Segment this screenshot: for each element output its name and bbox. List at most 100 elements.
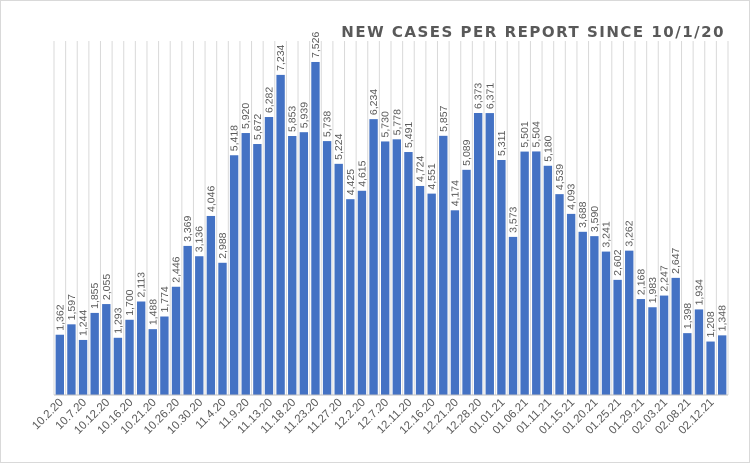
bar	[125, 319, 134, 395]
data-label: 5,089	[461, 139, 473, 165]
bar	[148, 329, 157, 395]
data-label: 5,920	[240, 103, 252, 129]
bar	[55, 334, 64, 395]
bar	[718, 335, 727, 395]
data-label: 5,939	[298, 102, 310, 128]
bar	[90, 312, 99, 395]
bar	[578, 231, 587, 395]
x-tick-layer: 10.2.2010.7.2010.12.2010.16.2010.21.2010…	[30, 397, 716, 437]
data-label: 1,700	[124, 289, 136, 315]
data-label: 6,371	[484, 83, 496, 109]
bar	[102, 304, 111, 395]
bar	[136, 301, 146, 395]
data-label: 6,373	[473, 83, 485, 109]
data-label: 5,857	[438, 105, 450, 131]
grid-layer	[53, 41, 729, 395]
data-label: 7,526	[310, 32, 322, 58]
bar	[253, 144, 262, 395]
data-label: 4,425	[345, 169, 357, 195]
bar	[694, 309, 704, 395]
data-label: 1,244	[78, 310, 90, 336]
data-label: 2,988	[217, 232, 229, 258]
bar	[648, 307, 657, 395]
data-label: 2,055	[101, 274, 113, 300]
bar	[706, 341, 715, 395]
data-label: 1,934	[693, 279, 705, 305]
bar	[671, 277, 680, 395]
data-label: 3,590	[589, 206, 601, 232]
bar	[450, 210, 460, 395]
data-label: 4,174	[449, 180, 461, 206]
data-label: 1,208	[705, 311, 717, 337]
bar	[67, 324, 76, 395]
bar	[462, 169, 471, 395]
data-label: 5,180	[542, 135, 554, 161]
bar	[392, 139, 401, 395]
data-label: 4,093	[566, 183, 578, 209]
data-label: 6,234	[368, 89, 380, 115]
data-label: 1,488	[147, 299, 159, 325]
bar	[229, 155, 239, 395]
data-label: 6,282	[263, 87, 275, 113]
bar	[520, 151, 529, 395]
data-label: 2,647	[670, 247, 682, 273]
data-label: 5,672	[252, 114, 264, 140]
data-label: 1,597	[66, 294, 78, 320]
bar	[369, 119, 378, 395]
bar	[264, 117, 274, 396]
data-label: 5,311	[496, 130, 508, 156]
data-label: 5,418	[229, 125, 241, 151]
bar	[683, 333, 692, 395]
bar	[566, 213, 576, 395]
bar	[625, 250, 634, 395]
bar	[334, 163, 343, 395]
data-label: 5,504	[531, 121, 543, 147]
bar	[497, 159, 506, 395]
bar	[183, 245, 192, 395]
data-label: 4,539	[554, 164, 566, 190]
data-label: 2,113	[136, 272, 148, 298]
data-label: 3,688	[577, 201, 589, 227]
data-label: 7,234	[275, 44, 287, 70]
data-label: 1,774	[159, 286, 171, 312]
data-label: 1,362	[54, 304, 66, 330]
data-label: 5,778	[391, 109, 403, 135]
bar	[415, 185, 425, 395]
data-label: 1,983	[647, 277, 659, 303]
data-label: 2,602	[612, 249, 624, 275]
data-label: 3,573	[508, 206, 520, 232]
bar	[508, 236, 518, 395]
bar	[241, 133, 250, 396]
bar	[404, 152, 413, 395]
chart-title: NEW CASES PER REPORT SINCE 10/1/20	[341, 23, 725, 41]
data-label: 1,398	[682, 303, 694, 329]
bar	[473, 112, 483, 395]
bar	[346, 199, 355, 395]
data-label: 1,293	[112, 307, 124, 333]
bar	[613, 279, 622, 395]
bar	[206, 215, 216, 395]
bar	[288, 136, 297, 395]
bar	[439, 135, 448, 395]
bar	[381, 141, 390, 395]
data-label: 2,446	[171, 256, 183, 282]
bar	[195, 256, 204, 395]
bar	[322, 141, 332, 395]
bar	[601, 251, 611, 395]
data-label: 5,491	[403, 122, 415, 148]
data-label: 5,853	[287, 106, 299, 132]
data-label: 4,615	[356, 160, 368, 186]
data-label: 1,855	[89, 282, 101, 308]
data-label: 3,262	[624, 220, 636, 246]
bar	[543, 165, 553, 395]
data-label: 4,724	[415, 156, 427, 182]
data-label: 5,738	[322, 111, 334, 137]
bar	[532, 151, 541, 395]
data-label: 4,046	[205, 186, 217, 212]
bar	[590, 236, 599, 395]
bar	[636, 299, 646, 395]
data-label: 2,247	[659, 265, 671, 291]
bar	[78, 339, 88, 395]
